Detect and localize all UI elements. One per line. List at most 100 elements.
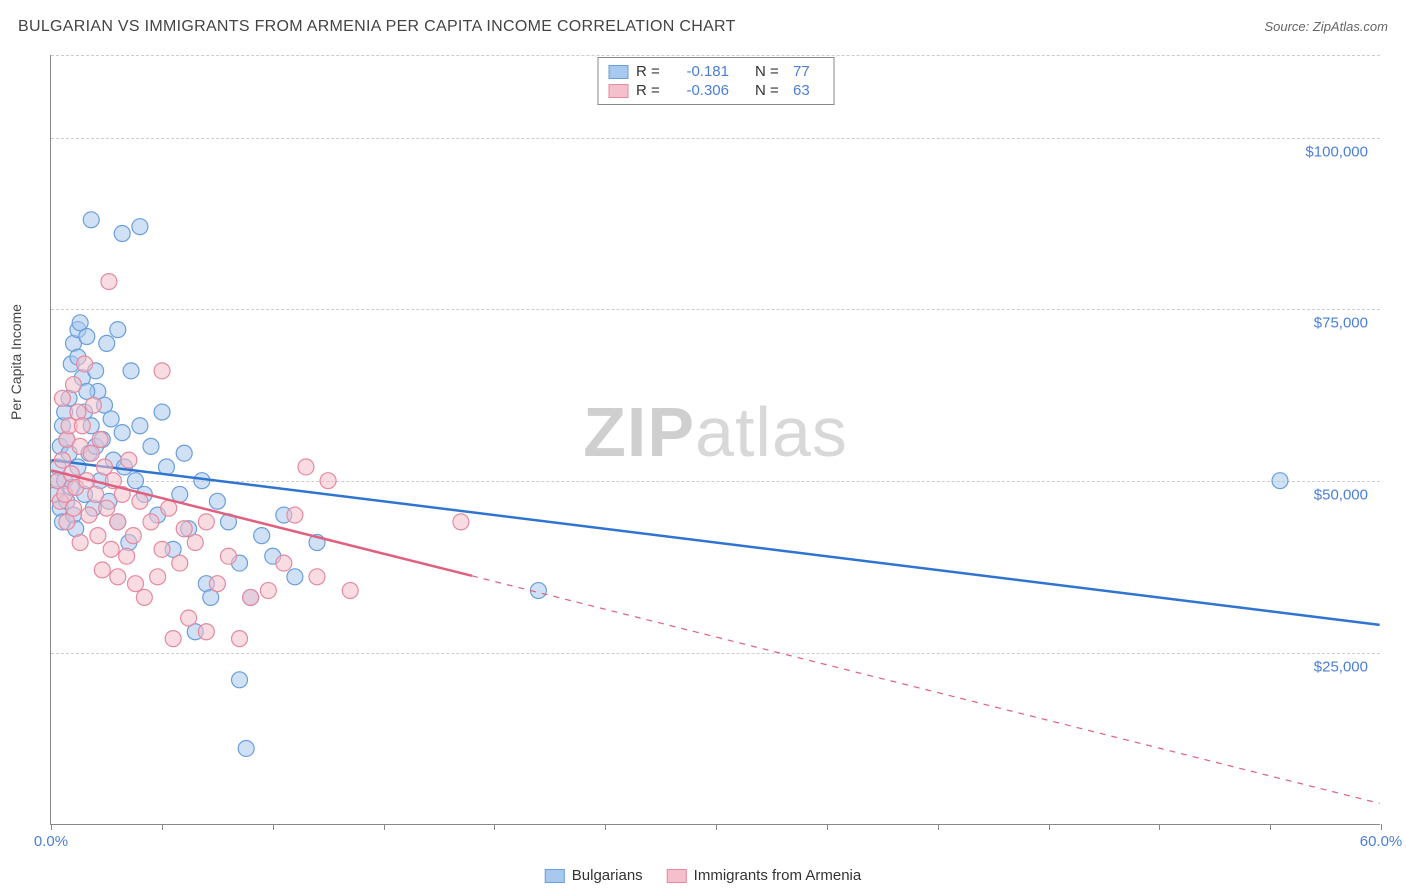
data-point <box>136 589 152 605</box>
x-tick-label: 60.0% <box>1360 833 1403 850</box>
data-point <box>287 507 303 523</box>
x-tick-label: 0.0% <box>34 833 68 850</box>
data-point <box>176 521 192 537</box>
data-point <box>88 486 104 502</box>
data-point <box>119 548 135 564</box>
data-point <box>287 569 303 585</box>
data-point <box>101 274 117 290</box>
data-point <box>176 445 192 461</box>
data-point <box>209 493 225 509</box>
legend-item: Bulgarians <box>545 867 643 884</box>
data-point <box>81 507 97 523</box>
stat-n-label: N = <box>755 63 785 80</box>
correlation-legend: R =-0.181N =77R =-0.306N =63 <box>597 57 834 105</box>
x-tick <box>1381 824 1382 830</box>
data-point <box>187 535 203 551</box>
legend-label: Bulgarians <box>572 867 643 884</box>
data-point <box>79 329 95 345</box>
series-legend: Bulgarians Immigrants from Armenia <box>545 867 861 884</box>
data-point <box>110 514 126 530</box>
data-point <box>132 219 148 235</box>
data-point <box>232 631 248 647</box>
data-point <box>103 411 119 427</box>
legend-stat-row: R =-0.306N =63 <box>608 81 823 100</box>
data-point <box>99 500 115 516</box>
scatter-svg <box>51 55 1380 824</box>
data-point <box>83 445 99 461</box>
data-point <box>125 528 141 544</box>
data-point <box>1272 473 1288 489</box>
data-point <box>143 438 159 454</box>
data-point <box>181 610 197 626</box>
chart-plot-area: ZIPatlas R =-0.181N =77R =-0.306N =63 $2… <box>50 55 1380 825</box>
x-tick <box>162 824 163 830</box>
stat-r-value: -0.181 <box>674 63 729 80</box>
data-point <box>260 583 276 599</box>
chart-title: BULGARIAN VS IMMIGRANTS FROM ARMENIA PER… <box>18 18 736 36</box>
data-point <box>165 631 181 647</box>
x-tick <box>716 824 717 830</box>
data-point <box>276 555 292 571</box>
chart-source: Source: ZipAtlas.com <box>1264 19 1388 34</box>
data-point <box>66 377 82 393</box>
data-point <box>74 418 90 434</box>
data-point <box>209 576 225 592</box>
data-point <box>143 514 159 530</box>
data-point <box>298 459 314 475</box>
data-point <box>114 226 130 242</box>
data-point <box>232 672 248 688</box>
data-point <box>161 500 177 516</box>
data-point <box>110 569 126 585</box>
data-point <box>110 322 126 338</box>
data-point <box>97 459 113 475</box>
stat-r-label: R = <box>636 82 666 99</box>
data-point <box>154 404 170 420</box>
data-point <box>54 452 70 468</box>
data-point <box>220 548 236 564</box>
data-point <box>132 418 148 434</box>
x-tick <box>1049 824 1050 830</box>
data-point <box>92 432 108 448</box>
x-tick <box>1159 824 1160 830</box>
data-point <box>243 589 259 605</box>
stat-n-value: 77 <box>793 63 823 80</box>
legend-swatch <box>608 84 628 98</box>
data-point <box>198 624 214 640</box>
x-tick <box>51 824 52 830</box>
data-point <box>320 473 336 489</box>
data-point <box>54 390 70 406</box>
data-point <box>72 535 88 551</box>
data-point <box>94 562 110 578</box>
legend-swatch <box>667 869 687 883</box>
data-point <box>342 583 358 599</box>
data-point <box>99 335 115 351</box>
data-point <box>66 500 82 516</box>
data-point <box>154 363 170 379</box>
x-tick <box>827 824 828 830</box>
stat-n-label: N = <box>755 82 785 99</box>
data-point <box>83 212 99 228</box>
y-axis-label: Per Capita Income <box>8 304 24 420</box>
data-point <box>77 356 93 372</box>
data-point <box>198 514 214 530</box>
data-point <box>127 576 143 592</box>
stat-n-value: 63 <box>793 82 823 99</box>
data-point <box>103 541 119 557</box>
legend-label: Immigrants from Armenia <box>694 867 862 884</box>
data-point <box>132 493 148 509</box>
data-point <box>85 397 101 413</box>
x-tick <box>384 824 385 830</box>
data-point <box>90 528 106 544</box>
x-tick <box>494 824 495 830</box>
data-point <box>123 363 139 379</box>
stat-r-label: R = <box>636 63 666 80</box>
x-tick <box>605 824 606 830</box>
data-point <box>127 473 143 489</box>
data-point <box>254 528 270 544</box>
data-point <box>114 425 130 441</box>
data-point <box>172 555 188 571</box>
legend-item: Immigrants from Armenia <box>667 867 862 884</box>
legend-stat-row: R = -0.181 N = 77 <box>608 62 823 81</box>
regression-line-extrapolated <box>472 576 1380 804</box>
x-tick <box>1270 824 1271 830</box>
